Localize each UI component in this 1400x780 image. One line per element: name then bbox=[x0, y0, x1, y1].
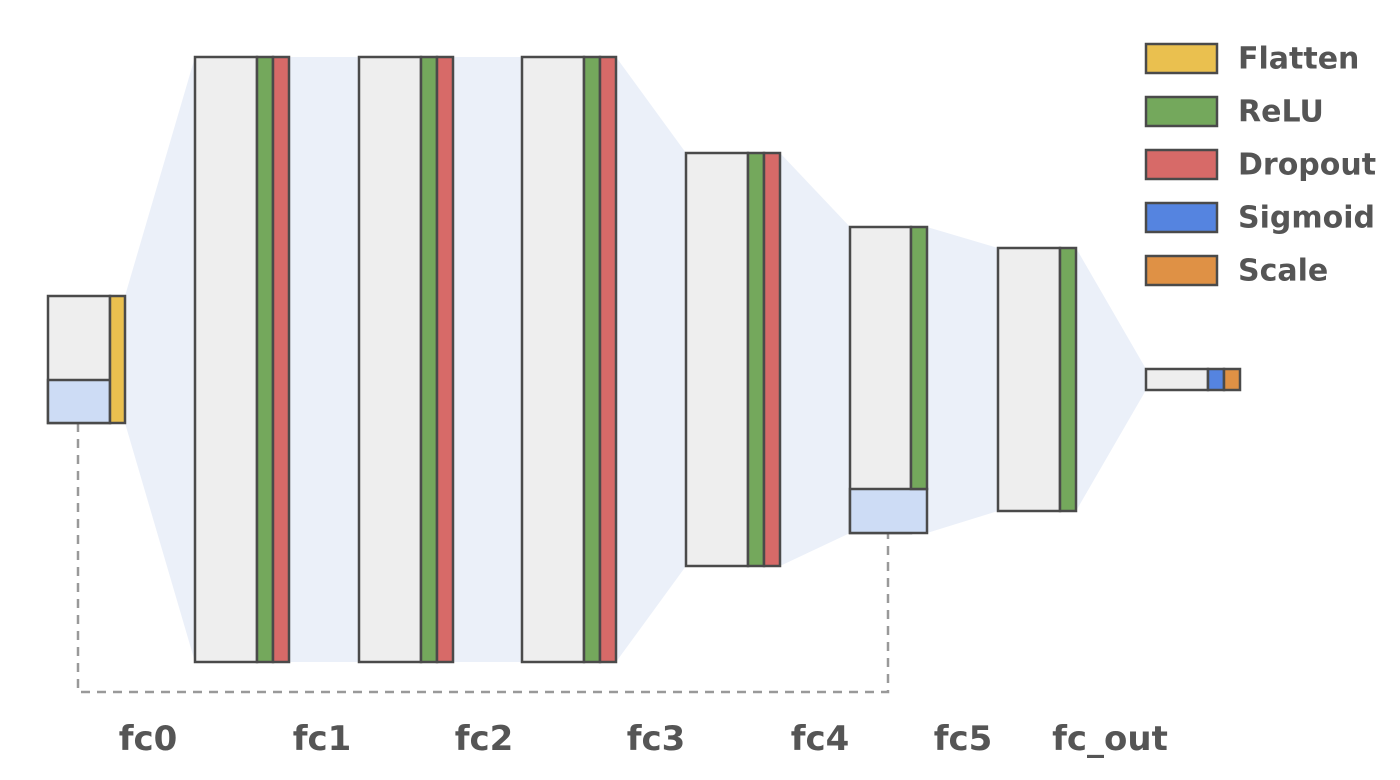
layer-label: fc3 bbox=[627, 719, 686, 759]
legend-label: Sigmoid bbox=[1238, 201, 1375, 236]
connector bbox=[927, 227, 998, 533]
connector bbox=[780, 153, 850, 566]
relu bbox=[746, 151, 766, 568]
dropout bbox=[435, 55, 455, 664]
flatten bbox=[108, 294, 127, 425]
legend-label: Flatten bbox=[1238, 42, 1359, 77]
layer-block bbox=[1144, 367, 1242, 392]
layer-labels: fc0 fc1 fc2 fc3 fc4 fc5 fc_out bbox=[119, 719, 1168, 759]
layer-block bbox=[848, 225, 929, 535]
legend-label: Dropout bbox=[1238, 148, 1376, 183]
relu bbox=[419, 55, 439, 664]
dense bbox=[357, 55, 423, 664]
layer-block bbox=[684, 151, 782, 568]
legend-swatch bbox=[1144, 42, 1219, 75]
layer-label: fc4 bbox=[791, 719, 850, 759]
skip-part bbox=[848, 487, 929, 535]
layer-block bbox=[996, 246, 1078, 513]
dropout bbox=[271, 55, 291, 664]
layer-label: fc_out bbox=[1052, 719, 1168, 759]
legend-label: ReLU bbox=[1238, 95, 1324, 130]
legend-swatch bbox=[1144, 254, 1219, 287]
relu bbox=[255, 55, 275, 664]
sigmoid bbox=[1206, 367, 1226, 392]
layer-label: fc0 bbox=[119, 719, 178, 759]
relu bbox=[1058, 246, 1078, 513]
skip-connection bbox=[76, 423, 890, 694]
layer-block bbox=[46, 294, 127, 425]
connector bbox=[616, 57, 686, 662]
legend-swatch bbox=[1144, 201, 1219, 234]
skip-part bbox=[46, 378, 112, 425]
relu bbox=[582, 55, 602, 664]
layer-block bbox=[357, 55, 455, 664]
dense bbox=[1144, 367, 1210, 392]
layer-block bbox=[193, 55, 291, 664]
layer-label: fc5 bbox=[934, 719, 993, 759]
connector bbox=[289, 57, 359, 662]
scale bbox=[1222, 367, 1242, 392]
dense bbox=[193, 55, 259, 664]
dropout bbox=[762, 151, 782, 568]
layer-block bbox=[520, 55, 618, 664]
dense bbox=[848, 225, 913, 535]
dense bbox=[996, 246, 1062, 513]
legend-label: Scale bbox=[1238, 254, 1328, 289]
dense bbox=[520, 55, 586, 664]
connector bbox=[125, 57, 195, 662]
connector bbox=[453, 57, 522, 662]
legend-swatch bbox=[1144, 148, 1219, 181]
dense bbox=[684, 151, 750, 568]
layer-label: fc2 bbox=[455, 719, 514, 759]
relu bbox=[909, 225, 929, 491]
connector bbox=[1076, 248, 1146, 511]
dropout bbox=[598, 55, 618, 664]
legend-swatch bbox=[1144, 95, 1219, 128]
layer-label: fc1 bbox=[293, 719, 352, 759]
connectors bbox=[125, 57, 1146, 662]
legend: Flatten ReLU Dropout Sigmoid Scale bbox=[1144, 42, 1376, 289]
